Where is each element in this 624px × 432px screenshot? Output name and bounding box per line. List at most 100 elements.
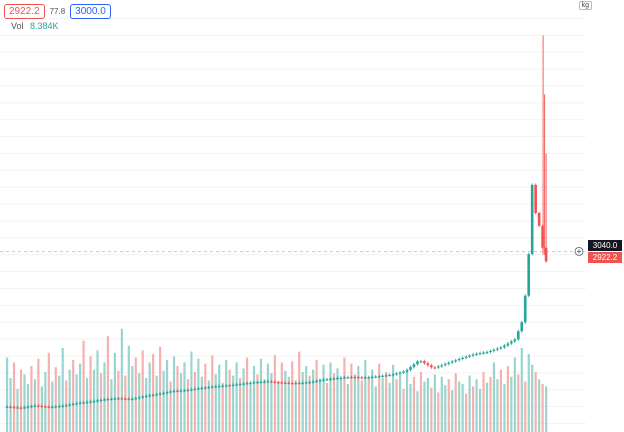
volume-bar — [357, 366, 360, 432]
volume-bar — [280, 362, 283, 432]
volume-bar — [82, 340, 85, 432]
unit-button[interactable]: kg — [578, 1, 592, 10]
volume-label: Vol — [11, 21, 24, 31]
volume-bar — [239, 378, 242, 432]
candle — [12, 407, 16, 409]
volume-bar — [329, 362, 332, 432]
volume-bar — [468, 375, 471, 432]
volume-bar — [124, 375, 127, 432]
volume-bar — [207, 380, 210, 432]
candle — [151, 394, 155, 396]
volume-bar — [423, 381, 426, 432]
volume-bar — [440, 376, 443, 432]
volume-bar — [433, 374, 436, 432]
candle — [64, 405, 68, 407]
candle — [513, 339, 517, 342]
volume-bar — [44, 372, 47, 432]
candle — [141, 396, 144, 398]
volume-bar — [517, 374, 520, 432]
volume-bar — [138, 373, 141, 432]
volume-bar — [409, 384, 412, 432]
candle — [190, 389, 193, 391]
volume-bar — [263, 379, 266, 432]
volume-bar — [159, 346, 162, 432]
candle — [510, 341, 513, 344]
volume-bar — [110, 379, 113, 432]
candle — [37, 405, 40, 407]
volume-bar — [332, 373, 336, 432]
volume-bar — [353, 374, 356, 432]
volume-bar — [388, 382, 391, 432]
volume-bar — [451, 390, 454, 432]
candle — [23, 407, 26, 409]
candle — [391, 374, 395, 376]
volume-bar — [489, 376, 492, 432]
volume-bar — [16, 388, 19, 432]
volume-bar — [113, 352, 116, 432]
volume-bar — [58, 375, 61, 432]
volume-bar — [454, 373, 457, 432]
volume-bar — [291, 361, 294, 432]
volume-bar — [30, 366, 33, 432]
candle — [325, 379, 329, 381]
candle — [127, 398, 131, 400]
candle — [85, 401, 89, 404]
candle — [193, 388, 197, 390]
volume-bar — [444, 385, 447, 432]
volume-bar — [190, 351, 193, 432]
candle — [447, 362, 451, 364]
candle — [263, 381, 266, 383]
candle — [26, 406, 30, 408]
candle — [308, 382, 311, 384]
volume-bar — [176, 366, 179, 432]
candle — [207, 387, 211, 389]
volume-bar — [256, 374, 259, 432]
candle — [471, 354, 475, 356]
volume-bar — [430, 387, 433, 432]
candle — [336, 377, 339, 380]
volume-bar — [545, 386, 548, 432]
candle — [478, 353, 482, 355]
volume-bar — [534, 372, 537, 432]
candle — [50, 406, 54, 408]
candle — [117, 398, 120, 400]
candle — [214, 386, 218, 388]
volume-bar — [172, 356, 176, 432]
candle — [492, 349, 496, 351]
volume-bar — [381, 378, 384, 432]
volume-bar — [520, 348, 523, 432]
candle — [224, 385, 228, 387]
volume-bar — [346, 384, 349, 432]
candle — [405, 369, 409, 372]
volume-bar — [242, 368, 245, 432]
candle — [440, 365, 444, 367]
candle — [297, 382, 301, 385]
volume-bar — [527, 354, 530, 432]
volume-bar — [259, 358, 263, 432]
legend: 2922.2 77.8 3000.0 — [4, 4, 111, 19]
volume-bar — [12, 362, 16, 432]
candle — [496, 348, 499, 350]
candle — [273, 381, 277, 383]
candle — [450, 361, 454, 363]
volume-bar — [6, 357, 9, 432]
candle — [252, 382, 256, 384]
volume-bar — [503, 384, 506, 432]
volume-bar — [54, 367, 57, 432]
candle — [423, 361, 426, 364]
volume-bar — [186, 379, 190, 432]
volume-bar — [541, 384, 544, 432]
volume-bar — [221, 382, 224, 432]
volume-bar — [165, 360, 169, 432]
candle — [172, 390, 176, 393]
volume-bar — [72, 360, 75, 432]
candle — [370, 376, 374, 379]
target-price-box[interactable]: 3000.0 — [70, 4, 111, 19]
volume-bar — [398, 374, 402, 432]
volume-bar — [298, 351, 301, 432]
candle — [210, 386, 214, 388]
candle — [245, 383, 249, 385]
volume-bar — [531, 364, 534, 432]
candle — [61, 405, 64, 407]
